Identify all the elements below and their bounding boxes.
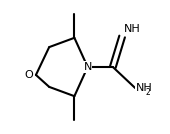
Text: NH: NH [123,24,140,34]
Text: N: N [83,62,92,72]
Text: O: O [24,70,33,80]
Text: NH: NH [135,83,152,93]
Text: 2: 2 [145,88,150,97]
